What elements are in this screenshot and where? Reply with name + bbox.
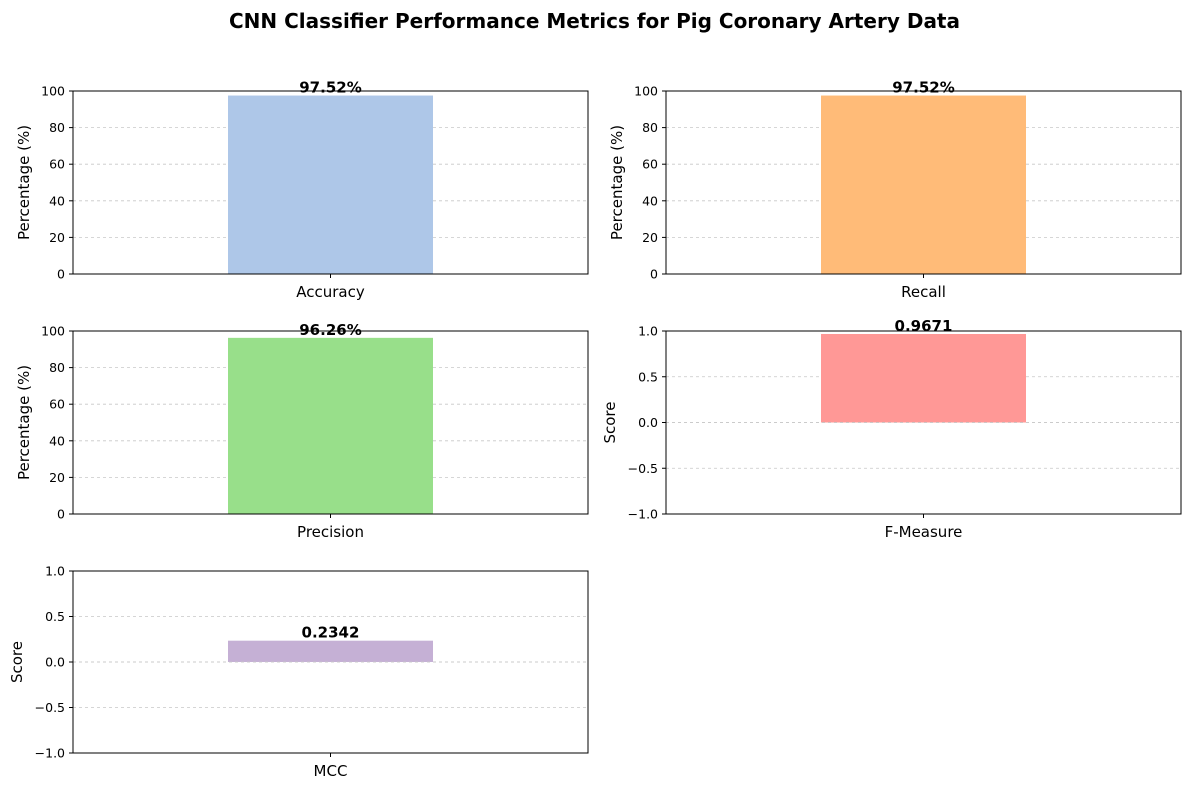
data-label: 96.26%: [299, 321, 361, 339]
y-tick-label: 0.5: [638, 369, 658, 384]
y-tick-label: −0.5: [35, 700, 65, 715]
y-axis-label: Percentage (%): [15, 125, 33, 240]
y-tick-label: 60: [49, 397, 65, 412]
y-tick-label: 60: [642, 157, 658, 172]
bar: [821, 95, 1026, 275]
category-label: Precision: [297, 523, 364, 541]
y-tick-label: 20: [49, 470, 65, 485]
subplot-5: −1.0 −0.5 0.0 0.5 1.0 MCC Score 0.2342: [8, 564, 589, 780]
chart-title: CNN Classifier Performance Metrics for P…: [229, 9, 960, 33]
y-tick-label: 20: [642, 230, 658, 245]
y-axis-label: Percentage (%): [608, 125, 626, 240]
bar: [228, 337, 433, 514]
category-label: MCC: [314, 762, 348, 780]
subplot-2: 0 20 40 60 80 100 Recall Percentage (%) 97.52%: [608, 79, 1182, 301]
subplot-4: −1.0 −0.5 0.0 0.5 1.0 F-Measure Score 0.9671: [601, 317, 1182, 541]
y-tick-label: 0.5: [45, 609, 65, 624]
data-label: 0.9671: [895, 317, 953, 335]
y-tick-label: 0: [650, 267, 658, 282]
y-axis-label: Score: [601, 401, 619, 443]
bar: [228, 640, 433, 662]
y-tick-label: 100: [41, 324, 65, 339]
category-label: Recall: [901, 283, 946, 301]
y-tick-label: 1.0: [638, 324, 658, 339]
subplot-3: 0 20 40 60 80 100 Precision Percentage (%) 96.26…: [15, 321, 589, 541]
y-tick-label: 40: [49, 433, 65, 448]
y-tick-label: 1.0: [45, 564, 65, 579]
y-tick-label: 20: [49, 230, 65, 245]
y-tick-label: 80: [49, 360, 65, 375]
data-label: 97.52%: [892, 79, 954, 97]
y-tick-label: 0.0: [638, 415, 658, 430]
y-tick-label: 40: [49, 193, 65, 208]
y-axis-label: Score: [8, 641, 26, 683]
category-label: F-Measure: [885, 523, 963, 541]
y-tick-label: 0: [57, 507, 65, 522]
data-label: 97.52%: [299, 79, 361, 97]
data-label: 0.2342: [302, 624, 360, 642]
y-tick-label: 80: [642, 120, 658, 135]
y-tick-label: 100: [634, 84, 658, 99]
y-tick-label: 60: [49, 157, 65, 172]
category-label: Accuracy: [296, 283, 365, 301]
y-tick-label: −1.0: [35, 746, 65, 761]
y-tick-label: 0: [57, 267, 65, 282]
bar: [228, 95, 433, 275]
y-tick-label: −0.5: [628, 461, 658, 476]
y-tick-label: 80: [49, 120, 65, 135]
y-tick-label: 0.0: [45, 655, 65, 670]
bar: [821, 334, 1026, 423]
y-tick-label: −1.0: [628, 507, 658, 522]
y-tick-label: 40: [642, 193, 658, 208]
y-axis-label: Percentage (%): [15, 365, 33, 480]
subplot-1: 0 20 40 60 80 100 Accuracy Percentage (%) 97.52%: [15, 79, 589, 301]
y-tick-label: 100: [41, 84, 65, 99]
